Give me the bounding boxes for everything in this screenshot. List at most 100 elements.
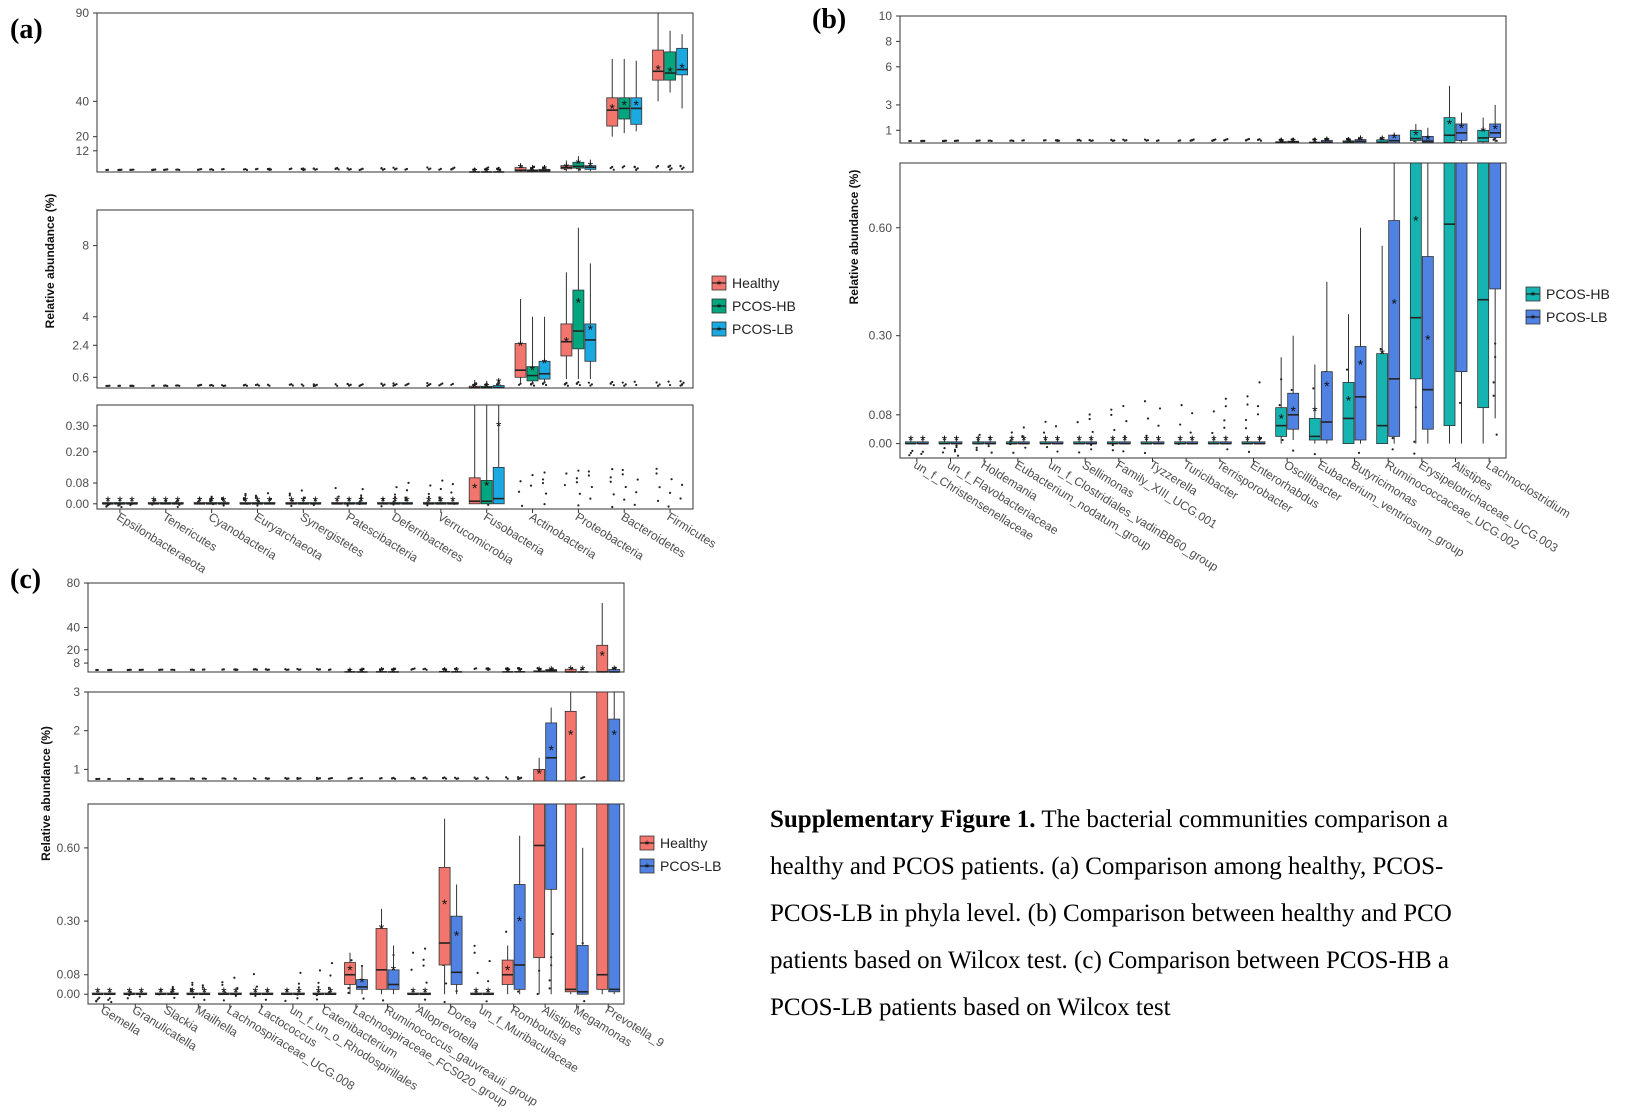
outlier-b-1-6-0-2 (1113, 428, 1116, 432)
outlier-a-1-3-2-1 (268, 384, 271, 387)
outlier-c-1-11-1-2 (456, 777, 460, 780)
outlier-a-2-2-2-3 (221, 498, 224, 501)
mean-star-a-8-1-1: * (484, 379, 490, 395)
mean-star-c-9-1-2: * (391, 962, 397, 978)
outlier-c-2-7-0-3 (315, 998, 319, 1001)
mean-star-c-9-1-0: * (391, 664, 397, 680)
mean-star-b-16-1-0: * (1459, 120, 1465, 136)
panel-c-2-tick-label-1: 0.08 (57, 968, 81, 982)
mean-star-a-12-1-0: * (667, 63, 673, 79)
panel-a-2-tick-label-2: 0.20 (66, 445, 90, 459)
outlier-b-1-9-1-1 (1224, 397, 1227, 400)
outlier-c-1-6-1-2 (299, 777, 302, 780)
panel-a-0-frame (96, 12, 694, 173)
outlier-b-1-4-1-0 (1054, 425, 1058, 428)
box-b-11-1-1 (1287, 392, 1300, 430)
outlier-a-1-7-0-2 (429, 382, 432, 386)
outlier-a-1-6-1-3 (392, 382, 395, 385)
box-b-17-1-1 (1489, 162, 1502, 290)
outlier-c-0-10-0-3 (410, 668, 413, 671)
mean-star-b-16-0-0: * (1447, 116, 1453, 132)
panel-b-1-tick-label-3: 0.60 (869, 221, 893, 235)
legend-star-b-0: * (1531, 289, 1536, 303)
outlier-b-1-3-1-0 (1021, 434, 1024, 438)
mean-star-a-3-2-2: * (267, 493, 273, 509)
outlier-b-0-0-1-4 (921, 139, 924, 143)
mean-star-b-10-0-1: * (1245, 432, 1251, 448)
outlier-a-0-12-2-3 (679, 165, 682, 168)
outlier-a-2-10-1-2 (578, 492, 581, 495)
panel-b-0-tick-label-2: 6 (885, 60, 892, 74)
outlier-a-1-10-2-0 (587, 381, 590, 384)
outlier-a-2-11-2-2 (636, 478, 639, 481)
outlier-a-2-4-0-2 (291, 499, 294, 502)
outlier-a-0-0-2-3 (129, 168, 132, 172)
mean-star-b-3-1-1: * (1021, 432, 1027, 448)
mean-star-a-9-2-1: * (542, 355, 548, 371)
outlier-a-0-4-2-2 (315, 168, 318, 171)
outlier-c-1-11-0-2 (444, 777, 448, 780)
outlier-a-1-5-2-2 (361, 383, 364, 386)
outlier-a-1-12-2-4 (680, 383, 684, 386)
outlier-c-0-1-1-3 (138, 668, 141, 672)
outlier-a-2-12-0-3 (655, 472, 658, 475)
outlier-a-0-1-1-3 (163, 168, 166, 171)
outlier-b-1-2-1-2 (990, 451, 993, 454)
outlier-a-2-11-0-1 (611, 505, 614, 509)
outlier-a-1-1-0-1 (152, 384, 155, 387)
mean-star-a-6-1-2: * (392, 493, 398, 509)
outlier-c-2-8-0-2 (350, 959, 353, 962)
box-b-16-0-0 (1443, 117, 1456, 143)
mean-star-b-13-1-1: * (1358, 356, 1364, 372)
outlier-a-1-2-0-4 (198, 384, 201, 387)
mean-star-a-11-1-0: * (622, 97, 628, 113)
outlier-a-2-6-0-0 (380, 505, 383, 508)
outlier-a-2-9-2-1 (543, 502, 546, 506)
outlier-c-0-5-1-2 (267, 668, 271, 671)
outlier-a-1-11-1-0 (621, 381, 624, 384)
mean-star-a-8-2-2: * (496, 418, 502, 434)
outlier-b-0-6-0-3 (1110, 138, 1113, 142)
outlier-c-0-5-1-3 (264, 668, 268, 671)
outlier-c-2-5-0-2 (255, 985, 259, 988)
outlier-a-2-7-1-0 (438, 496, 441, 499)
outlier-b-1-9-0-1 (1212, 410, 1215, 413)
panel-a-2-frame (96, 404, 694, 510)
outlier-a-2-7-2-1 (451, 482, 454, 486)
mean-star-b-17-0-0: * (1480, 124, 1486, 140)
mean-star-b-11-0-1: * (1278, 410, 1284, 426)
outlier-a-2-2-1-4 (210, 496, 213, 499)
mean-star-c-6-0-2: * (284, 984, 290, 1000)
outlier-c-2-6-1-4 (297, 986, 301, 989)
outlier-c-2-4-0-1 (222, 999, 225, 1002)
legend-star-b-1: * (1531, 312, 1536, 326)
outlier-b-0-11-1-1 (1292, 137, 1295, 140)
mean-star-b-1-0-1: * (942, 432, 948, 448)
mean-star-b-14-1-1: * (1391, 295, 1397, 311)
mean-star-b-2-0-1: * (975, 432, 981, 448)
outlier-b-1-7-1-2 (1158, 407, 1162, 410)
outlier-a-0-8-0-1 (473, 167, 476, 170)
outlier-a-2-4-0-3 (288, 494, 291, 497)
outlier-c-2-0-0-2 (98, 996, 101, 999)
outlier-a-1-10-1-3 (575, 382, 578, 385)
outlier-c-0-6-0-2 (287, 668, 290, 671)
mean-star-a-9-0-0: * (518, 160, 524, 176)
outlier-a-2-9-0-0 (517, 490, 521, 493)
mean-star-b-15-0-1: * (1413, 213, 1419, 229)
outlier-a-2-3-0-4 (244, 494, 247, 497)
mean-star-b-7-1-1: * (1156, 432, 1162, 448)
box-c-11-0-2 (438, 867, 451, 966)
outlier-c-1-1-1-4 (140, 777, 143, 780)
mean-star-a-1-0-2: * (151, 493, 157, 509)
outlier-b-1-5-1-2 (1091, 430, 1094, 434)
mean-star-a-10-0-1: * (564, 334, 570, 350)
outlier-c-2-10-1-3 (422, 964, 425, 967)
mean-star-a-12-2-0: * (679, 60, 685, 76)
outlier-c-1-7-0-3 (315, 776, 319, 780)
outlier-a-2-7-0-2 (429, 484, 432, 487)
outlier-c-0-6-1-2 (299, 668, 302, 671)
outlier-a-0-6-1-2 (395, 167, 398, 170)
mean-star-a-4-0-2: * (289, 493, 295, 509)
outlier-b-1-4-1-1 (1056, 450, 1059, 453)
